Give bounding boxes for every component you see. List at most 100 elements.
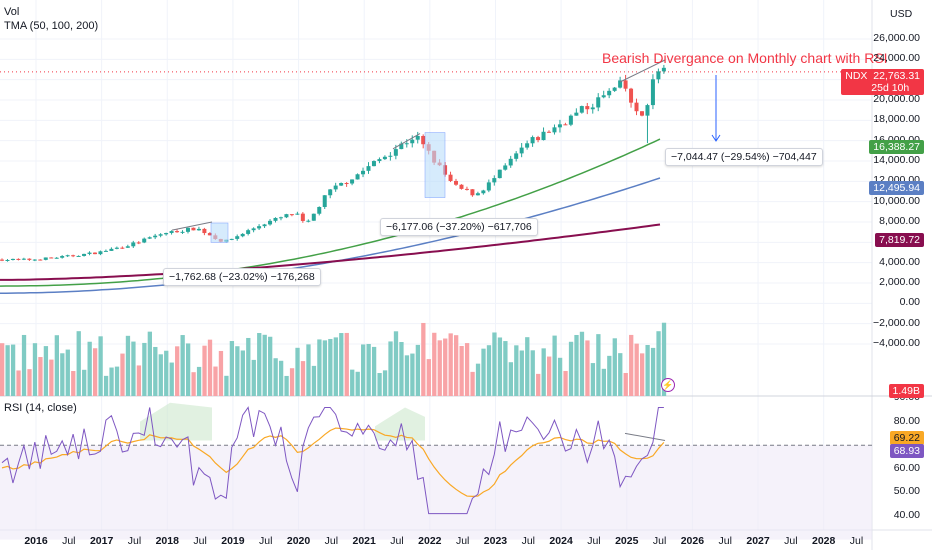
volume-bar: [60, 353, 65, 396]
candle-body: [481, 190, 486, 194]
candle-body: [530, 137, 535, 144]
volume-bar: [131, 341, 136, 396]
volume-bar: [246, 337, 251, 396]
volume-bar: [574, 334, 579, 396]
candle-body: [0, 259, 4, 261]
currency-label[interactable]: USD: [890, 8, 913, 20]
volume-bar: [235, 346, 240, 396]
candle-body: [388, 155, 393, 157]
price-tick: −2,000.00: [872, 316, 920, 329]
candle-body: [306, 220, 311, 222]
volume-bar: [661, 322, 667, 396]
volume-bar: [410, 353, 415, 396]
volume-bar: [514, 345, 519, 396]
rsi-tick: 60.00: [893, 461, 920, 474]
candle-body: [5, 259, 10, 261]
candle-body: [536, 137, 541, 141]
alert-bolt-icon[interactable]: ⚡: [661, 378, 675, 392]
volume-bar: [585, 340, 590, 396]
volume-bar: [541, 348, 546, 396]
price-tick: −4,000.00: [872, 337, 920, 349]
price-tick: 14,000.00: [873, 154, 920, 166]
volume-bar: [530, 350, 535, 396]
volume-bar: [300, 361, 306, 396]
candle-body: [579, 106, 584, 113]
candle-body: [361, 170, 366, 175]
volume-bar: [16, 370, 21, 396]
candle-body: [382, 156, 387, 160]
candle-body: [27, 258, 32, 260]
volume-bar: [240, 350, 245, 396]
vol-legend[interactable]: Vol: [4, 6, 20, 18]
volume-bar: [634, 343, 639, 396]
volume-bar: [393, 331, 399, 396]
candle-body: [541, 131, 546, 141]
candle-body: [645, 105, 650, 116]
volume-bar: [65, 349, 70, 396]
candle-body: [568, 115, 573, 125]
ma50-tag: 16,388.27: [869, 140, 924, 154]
tma-legend[interactable]: TMA (50, 100, 200): [4, 20, 99, 32]
volume-bar: [629, 334, 634, 396]
candle-body: [328, 189, 333, 196]
volume-bar: [185, 343, 191, 396]
trend-line-2018: [171, 221, 213, 231]
price-tick: 4,000.00: [879, 255, 920, 268]
time-tick: 2019: [221, 535, 245, 547]
rsi-band: [0, 445, 872, 540]
time-tick: Jul: [587, 535, 601, 547]
time-tick: Jul: [455, 535, 470, 547]
price-tick: 24,000.00: [873, 52, 920, 65]
candle-body: [246, 230, 251, 234]
measure-label-2025[interactable]: −7,044.47 (−29.54%) −704,447: [665, 148, 823, 166]
volume-bar: [311, 365, 317, 396]
price-tag-symbol: NDX: [845, 70, 868, 82]
volume-bar: [153, 346, 158, 396]
volume-bar: [76, 331, 81, 396]
candle-body: [43, 257, 48, 260]
volume-bar: [142, 342, 147, 396]
volume-bar: [470, 371, 475, 396]
candle-body: [415, 135, 420, 140]
volume-bar: [10, 344, 16, 396]
volume-bar: [21, 334, 27, 396]
volume-bar: [601, 368, 606, 396]
candle-body: [393, 149, 398, 156]
volume-bar: [158, 354, 163, 396]
ma200-tag: 7,819.72: [875, 233, 924, 247]
volume-bar: [278, 360, 284, 396]
measure-label-2018[interactable]: −1,762.68 (−23.02%) −176,268: [163, 268, 321, 286]
candle-body: [103, 250, 108, 252]
volume-bar: [404, 355, 410, 396]
volume-bar: [295, 347, 300, 396]
volume-bar: [339, 333, 344, 396]
volume-bar: [147, 331, 152, 396]
candle-body: [98, 251, 103, 255]
candle-body: [284, 214, 289, 218]
candle-body: [169, 231, 174, 234]
candle-body: [355, 174, 360, 180]
time-tick: 2022: [418, 535, 442, 547]
volume-bar: [645, 344, 650, 396]
time-tick: Jul: [193, 535, 207, 547]
volume-bar: [180, 335, 185, 396]
candle-body: [464, 188, 469, 190]
candle-body: [459, 184, 464, 189]
volume-bar: [27, 369, 32, 396]
rsi-tick: 80.00: [893, 414, 920, 427]
candle-body: [202, 228, 207, 234]
measure-box-2018: [210, 222, 229, 243]
volume-bar: [443, 338, 448, 396]
divergence-annotation[interactable]: Bearish Divergance on Monthly chart with…: [602, 50, 888, 66]
candle-body: [350, 179, 355, 184]
volume-bar: [43, 346, 49, 396]
rsi-signal-tag: 69.22: [889, 431, 924, 445]
volume-bar: [218, 350, 224, 396]
rsi-legend[interactable]: RSI (14, close): [4, 402, 77, 414]
candle-body: [421, 135, 426, 145]
volume-bar: [82, 369, 87, 396]
measure-label-2022[interactable]: −6,177.06 (−37.20%) −617,706: [380, 218, 538, 236]
candle-body: [10, 258, 15, 260]
price-tick: 20,000.00: [873, 93, 920, 105]
